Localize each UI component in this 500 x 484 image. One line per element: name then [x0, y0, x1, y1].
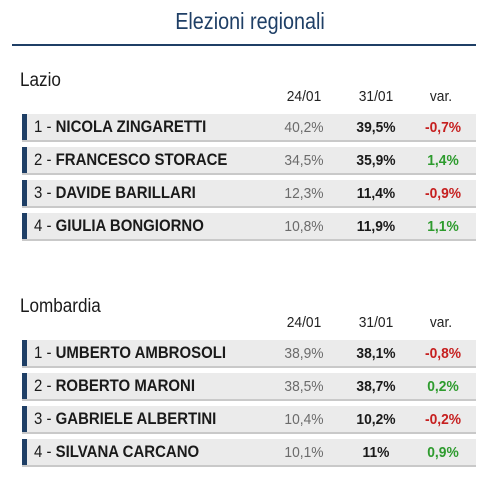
column-header-date1: 24/01: [286, 88, 322, 105]
candidate-name-cell: 1 - UMBERTO AMBROSOLI: [34, 343, 226, 363]
candidate-name: GABRIELE ALBERTINI: [55, 409, 217, 428]
row-accent-bar: [22, 213, 27, 239]
value-change: 1,4%: [427, 152, 459, 169]
row-accent-bar: [22, 114, 27, 140]
value-date2: 38,7%: [356, 378, 396, 395]
value-date2: 11%: [362, 444, 390, 461]
value-change: 0,9%: [427, 444, 459, 461]
value-date1: 12,3%: [284, 185, 324, 202]
value-date1: 40,2%: [284, 119, 324, 136]
row-accent-bar: [22, 439, 27, 465]
region-title: Lazio: [20, 70, 61, 91]
candidate-rank: 4 -: [34, 442, 52, 461]
value-date1: 38,9%: [284, 345, 324, 362]
value-change: 0,2%: [427, 378, 459, 395]
value-change: -0,2%: [424, 411, 462, 428]
candidate-name: FRANCESCO STORACE: [55, 150, 228, 169]
table-row: 3 - DAVIDE BARILLARI 12,3% 11,4% -0,9%: [22, 180, 476, 208]
candidate-name-cell: 4 - GIULIA BONGIORNO: [34, 216, 204, 236]
table-row: 2 - ROBERTO MARONI 38,5% 38,7% 0,2%: [22, 373, 476, 401]
value-date2: 10,2%: [356, 411, 396, 428]
table-row: 3 - GABRIELE ALBERTINI 10,4% 10,2% -0,2%: [22, 406, 476, 434]
candidate-rank: 3 -: [34, 409, 52, 428]
candidate-rank: 1 -: [34, 343, 52, 362]
candidate-rank: 4 -: [34, 216, 52, 235]
candidate-name-cell: 4 - SILVANA CARCANO: [34, 442, 199, 462]
candidate-name: UMBERTO AMBROSOLI: [55, 343, 227, 362]
candidate-rank: 1 -: [34, 117, 52, 136]
column-header-change: var.: [429, 314, 453, 331]
candidate-name: NICOLA ZINGARETTI: [55, 117, 207, 136]
row-accent-bar: [22, 406, 27, 432]
value-change: -0,8%: [424, 345, 462, 362]
row-accent-bar: [22, 340, 27, 366]
table-row: 4 - SILVANA CARCANO 10,1% 11% 0,9%: [22, 439, 476, 467]
region-title: Lombardia: [20, 296, 101, 317]
value-change: -0,7%: [424, 119, 462, 136]
value-date2: 11,9%: [356, 218, 396, 235]
candidate-name-cell: 2 - ROBERTO MARONI: [34, 376, 195, 396]
value-date2: 35,9%: [356, 152, 396, 169]
value-date1: 10,1%: [284, 444, 324, 461]
row-accent-bar: [22, 147, 27, 173]
table-row: 4 - GIULIA BONGIORNO 10,8% 11,9% 1,1%: [22, 213, 476, 241]
table-row: 1 - NICOLA ZINGARETTI 40,2% 39,5% -0,7%: [22, 114, 476, 142]
candidate-rank: 2 -: [34, 376, 52, 395]
candidate-name-cell: 3 - DAVIDE BARILLARI: [34, 183, 196, 203]
value-date1: 10,8%: [284, 218, 324, 235]
candidate-rank: 2 -: [34, 150, 52, 169]
value-date2: 38,1%: [356, 345, 396, 362]
candidate-rank: 3 -: [34, 183, 52, 202]
page-title: Elezioni regionali: [175, 8, 325, 34]
column-header-date1: 24/01: [286, 314, 322, 331]
value-date2: 39,5%: [356, 119, 396, 136]
candidate-name-cell: 3 - GABRIELE ALBERTINI: [34, 409, 216, 429]
value-date2: 11,4%: [356, 185, 396, 202]
table-row: 1 - UMBERTO AMBROSOLI 38,9% 38,1% -0,8%: [22, 340, 476, 368]
value-date1: 38,5%: [284, 378, 324, 395]
value-change: 1,1%: [427, 218, 459, 235]
candidate-name: SILVANA CARCANO: [55, 442, 200, 461]
column-header-change: var.: [429, 88, 453, 105]
value-date1: 10,4%: [284, 411, 324, 428]
candidate-name: DAVIDE BARILLARI: [55, 183, 196, 202]
candidate-name: ROBERTO MARONI: [55, 376, 195, 395]
value-change: -0,9%: [424, 185, 462, 202]
row-accent-bar: [22, 373, 27, 399]
candidate-name-cell: 1 - NICOLA ZINGARETTI: [34, 117, 206, 137]
value-date1: 34,5%: [284, 152, 324, 169]
table-row: 2 - FRANCESCO STORACE 34,5% 35,9% 1,4%: [22, 147, 476, 175]
column-header-date2: 31/01: [358, 314, 394, 331]
candidate-name: GIULIA BONGIORNO: [55, 216, 204, 235]
candidate-name-cell: 2 - FRANCESCO STORACE: [34, 150, 227, 170]
column-header-date2: 31/01: [358, 88, 394, 105]
row-accent-bar: [22, 180, 27, 206]
title-divider: [12, 44, 476, 46]
